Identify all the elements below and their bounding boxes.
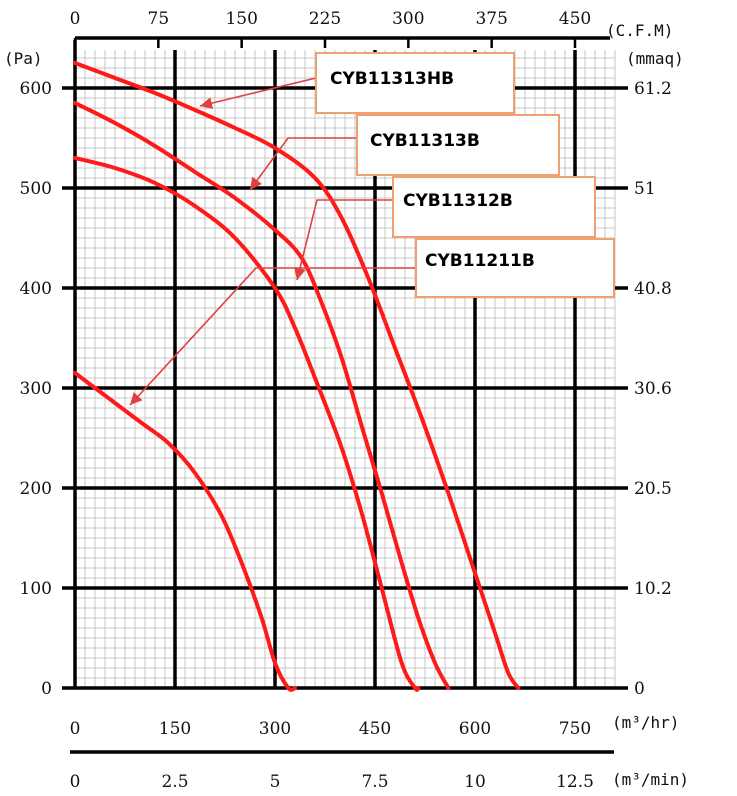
cfm-tick-label: 0 (70, 9, 81, 29)
callout-cyb11313b: CYB11313B (249, 114, 560, 191)
mmaq-tick-label: 20.5 (634, 479, 672, 499)
y-tick-label: 500 (20, 179, 52, 199)
cfm-tick-label: 450 (559, 9, 591, 29)
mmaq-tick-label: 51 (634, 179, 656, 199)
m3min-tick-label: 5 (270, 772, 281, 792)
callout-box (356, 114, 560, 176)
x-tick-label: 300 (259, 719, 291, 739)
mmaq-tick-label: 61.2 (634, 79, 672, 99)
callout-cyb11211b: CYB11211B (129, 238, 615, 406)
mmaq-tick-label: 30.6 (634, 379, 672, 399)
cfm-tick-label: 375 (475, 9, 507, 29)
minor-grid (74, 50, 616, 689)
callout-label: CYB11211B (425, 251, 535, 271)
m3min-tick-label: 2.5 (161, 772, 188, 792)
callout-cyb11312b: CYB11312B (294, 176, 596, 281)
x-tick-label: 600 (459, 719, 491, 739)
series-line-cyb11313b (73, 101, 451, 690)
pa-unit-label: (Pa) (4, 49, 43, 68)
cfm-tick-label: 75 (148, 9, 170, 29)
callout-arrowhead (294, 266, 306, 280)
y-tick-label: 600 (20, 79, 52, 99)
m3min-tick-label: 12.5 (556, 772, 594, 792)
mmaq-tick-label: 10.2 (634, 579, 672, 599)
callout-box (392, 176, 596, 238)
series-line-cyb11312b (73, 156, 421, 692)
m3min-tick-label: 10 (464, 772, 486, 792)
callout-leader-line (199, 77, 317, 107)
x-tick-label: 750 (559, 719, 591, 739)
cfm-unit-label: (C.F.M) (606, 21, 673, 40)
callout-cyb11313hb: CYB11313HB (199, 52, 515, 114)
callout-label: CYB11313B (370, 131, 480, 151)
callout-leader-line (249, 137, 357, 191)
callout-box (415, 238, 615, 298)
cfm-tick-label: 300 (392, 9, 424, 29)
y-tick-label: 300 (20, 379, 52, 399)
series-line-cyb11313hb (73, 61, 521, 690)
callout-label: CYB11313HB (330, 69, 454, 89)
y-tick-label: 400 (20, 279, 52, 299)
callout-arrowhead (200, 97, 214, 110)
x-tick-label: 450 (359, 719, 391, 739)
m3min-tick-label: 7.5 (361, 772, 388, 792)
mmaq-tick-label: 40.8 (634, 279, 672, 299)
cfm-tick-label: 150 (225, 9, 257, 29)
y-tick-label: 0 (41, 679, 52, 699)
series-line-cyb11211b (73, 371, 297, 692)
callouts: CYB11313HB CYB11313B CYB11312B CYB11211B (129, 52, 615, 406)
x-tick-label: 0 (70, 719, 81, 739)
m3min-unit-label: (m³/min) (612, 770, 689, 789)
mmaq-tick-label: 0 (634, 679, 645, 699)
x-tick-label: 150 (159, 719, 191, 739)
cfm-tick-label: 225 (309, 9, 341, 29)
callout-label: CYB11312B (403, 191, 513, 211)
y-tick-label: 200 (20, 479, 52, 499)
y-tick-label: 100 (20, 579, 52, 599)
callout-leader-line (129, 267, 416, 406)
m3hr-unit-label: (m³/hr) (612, 713, 679, 732)
callout-arrowhead (250, 176, 262, 190)
performance-curves (73, 61, 521, 692)
callout-box (315, 52, 515, 114)
m3min-tick-label: 0 (70, 772, 81, 792)
callout-leader-line (296, 199, 393, 281)
callout-arrowhead (130, 392, 143, 405)
mmaq-unit-label: (mmaq) (626, 49, 684, 68)
